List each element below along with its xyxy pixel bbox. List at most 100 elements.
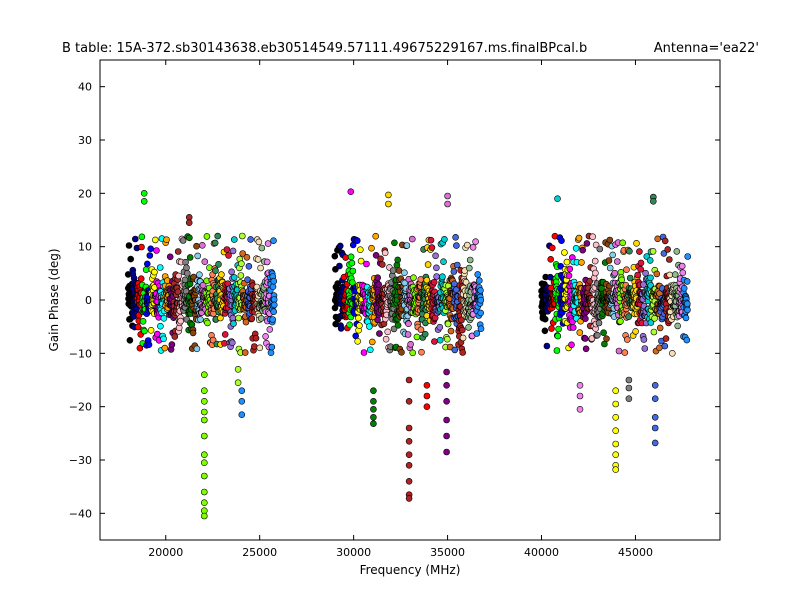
data-point [201,452,207,458]
x-tick-label: 40000 [524,546,559,559]
data-point [141,328,147,334]
data-point [466,324,472,330]
data-point [222,331,228,337]
data-point [264,259,270,265]
data-point [638,266,644,272]
data-point [243,319,249,325]
data-point [370,398,376,404]
data-point [235,380,241,386]
data-point [437,324,443,330]
data-point [669,350,675,356]
data-point [186,220,192,226]
data-point [268,350,274,356]
data-point [666,257,672,263]
data-point [201,398,207,404]
data-point [267,326,273,332]
data-point [405,332,411,338]
data-point [391,240,397,246]
data-point [376,331,382,337]
data-point [161,315,167,321]
data-point [444,369,450,375]
data-point [141,198,147,204]
data-point [379,262,385,268]
data-point [376,282,382,288]
data-point [358,258,364,264]
data-point [204,233,210,239]
data-point [271,238,277,244]
y-tick-label: 0 [85,294,92,307]
data-point [577,382,583,388]
data-point [337,243,343,249]
data-point [452,347,458,353]
data-point [610,252,616,258]
data-point [231,321,237,327]
data-point [683,315,689,321]
data-point [183,259,189,265]
data-point [383,336,389,342]
data-point [410,350,416,356]
data-point [583,346,589,352]
data-point [356,323,362,329]
data-point [230,315,236,321]
data-point [370,406,376,412]
data-point [451,269,457,275]
data-point [619,277,625,283]
data-point [651,329,657,335]
data-point [395,322,401,328]
data-point [567,266,573,272]
data-point [144,261,150,267]
data-point [657,325,663,331]
data-point [385,192,391,198]
data-point [613,414,619,420]
data-point [444,449,450,455]
data-point [175,249,181,255]
data-point [460,335,466,341]
data-point [451,281,457,287]
data-point [235,366,241,372]
data-point [201,372,207,378]
data-point [271,278,277,284]
data-point [414,334,420,340]
data-point [184,265,190,271]
data-point [251,344,257,350]
data-point [616,348,622,354]
data-point [332,253,338,259]
data-point [184,270,190,276]
data-point [604,336,610,342]
data-point [382,250,388,256]
data-point [390,268,396,274]
data-point [684,278,690,284]
data-point [190,330,196,336]
data-point [357,247,363,253]
data-point [652,396,658,402]
data-point [445,193,451,199]
data-point [454,262,460,268]
data-point [428,237,434,243]
data-point [464,242,470,248]
data-point [684,301,690,307]
data-point [569,342,575,348]
data-point [478,297,484,303]
data-point [378,256,384,262]
data-point [566,273,572,279]
data-point [239,233,245,239]
data-point [555,333,561,339]
data-point [206,265,212,271]
data-point [641,337,647,343]
data-point [244,254,250,260]
data-point [343,255,349,261]
x-tick-label: 35000 [430,546,465,559]
data-point [202,259,208,265]
data-point [213,268,219,274]
data-point [157,323,163,329]
data-point [364,261,370,267]
data-point [652,440,658,446]
data-point [453,234,459,240]
data-point [570,325,576,331]
data-point [370,414,376,420]
data-point [406,452,412,458]
data-point [444,398,450,404]
data-point [355,315,361,321]
data-point [577,330,583,336]
data-point [201,388,207,394]
